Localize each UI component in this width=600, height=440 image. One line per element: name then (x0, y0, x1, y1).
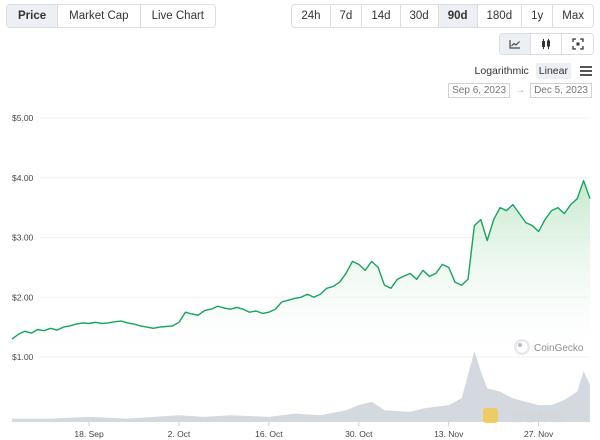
range-1y[interactable]: 1y (522, 5, 554, 27)
coingecko-watermark-text: CoinGecko (534, 343, 584, 354)
x-tick-label: 27. Nov (524, 429, 554, 439)
date-to-input[interactable]: Dec 5, 2023 (530, 83, 592, 98)
x-axis: 18. Sep 2. Oct 16. Oct 30. Oct 13. Nov 27. No… (74, 422, 554, 439)
tab-price[interactable]: Price (7, 5, 59, 27)
candlestick-button[interactable] (531, 34, 562, 54)
scale-logarithmic[interactable]: Logarithmic (474, 65, 529, 77)
date-from-input[interactable]: Sep 6, 2023 (448, 83, 511, 98)
jinse-watermark-text: 金色财经 (509, 409, 562, 424)
range-7d[interactable]: 7d (330, 5, 363, 27)
expand-icon (571, 38, 584, 50)
x-tick-label: 13. Nov (434, 429, 464, 439)
range-90d[interactable]: 90d (438, 5, 478, 27)
candlestick-icon (542, 39, 550, 49)
line-chart-button[interactable] (500, 34, 531, 54)
range-30d[interactable]: 30d (400, 5, 439, 27)
range-180d[interactable]: 180d (477, 5, 523, 27)
hamburger-menu-icon[interactable] (580, 66, 592, 76)
x-tick-label: 2. Oct (168, 429, 191, 439)
price-area (12, 180, 590, 357)
tab-live-chart[interactable]: Live Chart (140, 5, 215, 27)
range-24h[interactable]: 24h (292, 5, 331, 27)
y-tick-label: $4.00 (12, 173, 34, 183)
tab-market-cap[interactable]: Market Cap (58, 5, 141, 27)
scale-linear[interactable]: Linear (535, 63, 571, 79)
time-range-tabs: 24h 7d 14d 30d 90d 180d 1y Max (291, 4, 594, 28)
date-range-arrow: → (515, 85, 526, 96)
jinse-watermark: 金色财经 (483, 408, 562, 424)
scale-selector: Logarithmic Linear (472, 63, 592, 79)
coingecko-watermark: CoinGecko (514, 339, 584, 355)
y-tick-label: $2.00 (12, 292, 34, 302)
y-tick-label: $5.00 (12, 113, 34, 123)
y-axis: $5.00$4.00$3.00$2.00$1.00 (12, 113, 34, 362)
expand-button[interactable] (562, 34, 593, 54)
volume-area (12, 351, 590, 422)
x-tick-label: 30. Oct (345, 429, 373, 439)
view-mode-toggle (499, 33, 594, 55)
line-chart-icon (509, 40, 520, 49)
range-14d[interactable]: 14d (362, 5, 401, 27)
y-tick-label: $3.00 (12, 233, 34, 243)
x-tick-label: 18. Sep (74, 429, 104, 439)
date-range: Sep 6, 2023 → Dec 5, 2023 (448, 83, 592, 98)
price-line (11, 180, 591, 340)
range-max[interactable]: Max (553, 5, 593, 27)
chart-type-tabs: Price Market Cap Live Chart (6, 4, 216, 28)
x-tick-label: 16. Oct (255, 429, 283, 439)
